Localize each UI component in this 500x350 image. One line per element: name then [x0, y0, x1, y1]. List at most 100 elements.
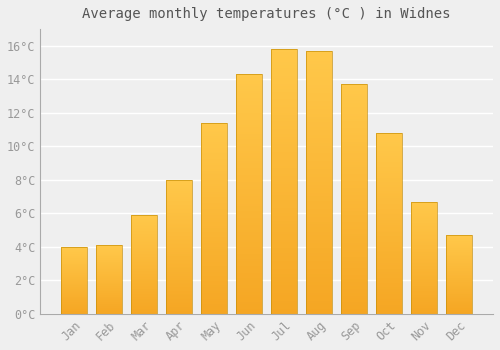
Bar — [306, 295, 332, 298]
Bar — [306, 198, 332, 201]
Bar — [306, 130, 332, 132]
Bar — [271, 86, 297, 89]
Bar — [411, 215, 438, 216]
Bar — [131, 224, 157, 225]
Bar — [306, 201, 332, 203]
Bar — [411, 282, 438, 284]
Bar — [96, 305, 122, 306]
Bar — [411, 240, 438, 241]
Bar — [201, 253, 228, 255]
Bar — [166, 271, 192, 272]
Bar — [446, 261, 472, 262]
Bar — [96, 284, 122, 285]
Bar — [306, 182, 332, 185]
Bar — [376, 285, 402, 287]
Bar — [166, 251, 192, 252]
Bar — [376, 299, 402, 301]
Bar — [376, 151, 402, 153]
Bar — [341, 121, 367, 123]
Bar — [166, 294, 192, 295]
Bar — [306, 56, 332, 59]
Bar — [306, 177, 332, 180]
Bar — [131, 275, 157, 276]
Bar — [96, 300, 122, 301]
Bar — [306, 303, 332, 306]
Bar — [271, 152, 297, 155]
Bar — [201, 199, 228, 201]
Bar — [271, 250, 297, 253]
Bar — [271, 298, 297, 301]
Bar — [61, 299, 87, 300]
Bar — [411, 225, 438, 226]
Bar — [201, 123, 228, 314]
Bar — [411, 295, 438, 296]
Bar — [341, 277, 367, 279]
Bar — [306, 148, 332, 151]
Bar — [236, 264, 262, 266]
Bar — [236, 261, 262, 264]
Bar — [271, 49, 297, 314]
Bar — [411, 208, 438, 210]
Bar — [306, 180, 332, 182]
Bar — [341, 275, 367, 277]
Bar — [341, 100, 367, 103]
Bar — [446, 279, 472, 280]
Bar — [271, 134, 297, 136]
Bar — [306, 306, 332, 309]
Bar — [61, 286, 87, 287]
Bar — [376, 196, 402, 198]
Bar — [341, 295, 367, 298]
Bar — [166, 204, 192, 205]
Bar — [411, 309, 438, 310]
Bar — [446, 270, 472, 271]
Bar — [341, 286, 367, 289]
Bar — [96, 273, 122, 274]
Bar — [446, 310, 472, 311]
Bar — [166, 212, 192, 214]
Bar — [376, 186, 402, 187]
Bar — [376, 189, 402, 191]
Bar — [236, 184, 262, 187]
Title: Average monthly temperatures (°C ) in Widnes: Average monthly temperatures (°C ) in Wi… — [82, 7, 451, 21]
Bar — [411, 293, 438, 294]
Bar — [341, 119, 367, 121]
Bar — [411, 205, 438, 206]
Bar — [446, 288, 472, 289]
Bar — [306, 277, 332, 280]
Bar — [376, 202, 402, 203]
Bar — [411, 273, 438, 275]
Bar — [61, 252, 87, 253]
Bar — [306, 64, 332, 66]
Bar — [236, 275, 262, 278]
Bar — [376, 207, 402, 209]
Bar — [341, 149, 367, 151]
Bar — [376, 280, 402, 281]
Bar — [306, 117, 332, 119]
Bar — [166, 195, 192, 196]
Bar — [411, 287, 438, 288]
Bar — [446, 309, 472, 310]
Bar — [96, 269, 122, 270]
Bar — [96, 264, 122, 265]
Bar — [411, 249, 438, 250]
Bar — [411, 286, 438, 287]
Bar — [131, 252, 157, 253]
Bar — [131, 236, 157, 237]
Bar — [411, 230, 438, 231]
Bar — [96, 290, 122, 291]
Bar — [341, 250, 367, 252]
Bar — [236, 309, 262, 312]
Bar — [236, 240, 262, 242]
Bar — [236, 290, 262, 292]
Bar — [96, 289, 122, 290]
Bar — [201, 310, 228, 312]
Bar — [201, 262, 228, 264]
Bar — [271, 277, 297, 279]
Bar — [376, 276, 402, 278]
Bar — [201, 140, 228, 142]
Bar — [341, 110, 367, 112]
Bar — [166, 180, 192, 181]
Bar — [306, 167, 332, 169]
Bar — [61, 293, 87, 294]
Bar — [271, 269, 297, 272]
